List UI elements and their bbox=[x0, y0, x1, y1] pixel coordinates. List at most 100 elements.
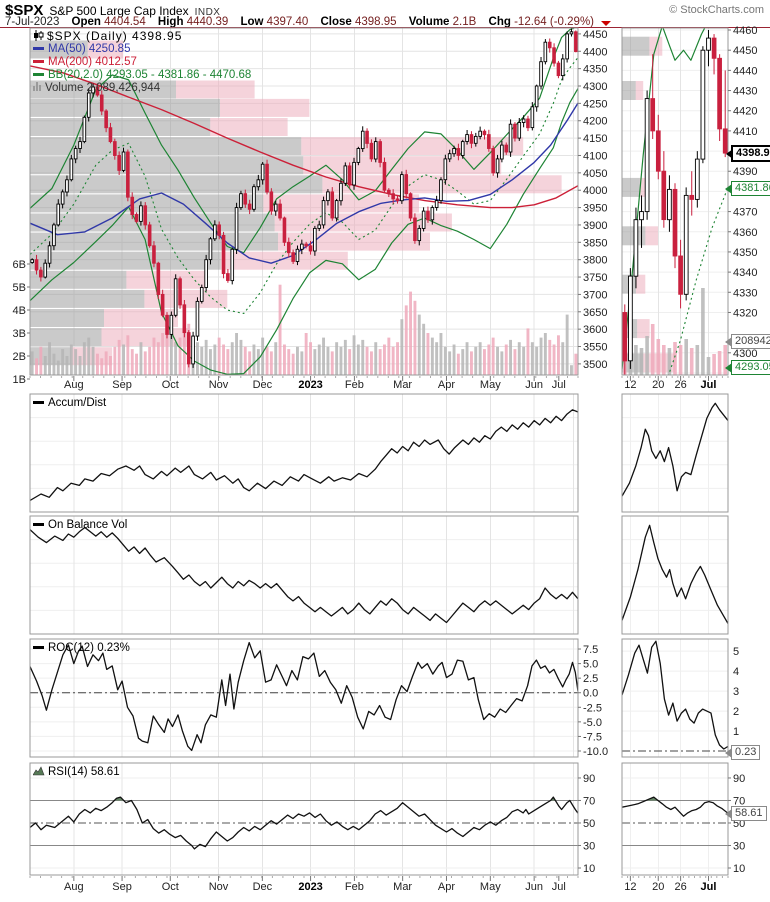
rsi-area-icon bbox=[32, 766, 45, 776]
svg-text:-5.0: -5.0 bbox=[583, 717, 602, 729]
svg-text:Apr: Apr bbox=[438, 379, 455, 391]
volume-bars-icon bbox=[33, 82, 41, 91]
svg-text:90: 90 bbox=[583, 773, 595, 785]
svg-text:50: 50 bbox=[583, 818, 595, 830]
svg-text:Mar: Mar bbox=[393, 379, 412, 391]
open-value: 4404.54 bbox=[104, 16, 146, 28]
svg-text:4410: 4410 bbox=[733, 126, 757, 138]
svg-text:Jun: Jun bbox=[525, 379, 543, 391]
callout-rsi: 58.61 bbox=[731, 806, 767, 821]
svg-text:3700: 3700 bbox=[583, 289, 607, 301]
quote-line: 7-Jul-2023 Open 4404.54 High 4440.39 Low… bbox=[5, 16, 612, 28]
svg-text:4370: 4370 bbox=[733, 207, 757, 219]
svg-text:90: 90 bbox=[733, 773, 745, 785]
svg-text:4340: 4340 bbox=[733, 267, 757, 279]
svg-text:Jul: Jul bbox=[701, 881, 717, 893]
svg-text:4050: 4050 bbox=[583, 168, 607, 180]
svg-text:4440: 4440 bbox=[733, 65, 757, 77]
svg-text:1B: 1B bbox=[13, 374, 26, 386]
ma200-line-icon bbox=[33, 60, 44, 63]
callout-roc: 0.23 bbox=[731, 745, 761, 760]
svg-text:2: 2 bbox=[733, 706, 739, 718]
svg-text:3850: 3850 bbox=[583, 237, 607, 249]
legend-ma200: MA(200) 4012.57 bbox=[33, 56, 137, 68]
legend-volume: Volume 2,089,426,944 bbox=[33, 82, 160, 94]
low-label: Low bbox=[240, 16, 264, 28]
svg-text:30: 30 bbox=[733, 840, 745, 852]
svg-text:7.5: 7.5 bbox=[583, 644, 598, 656]
svg-text:10: 10 bbox=[733, 863, 745, 875]
svg-text:4150: 4150 bbox=[583, 133, 607, 145]
accdist-line-icon bbox=[33, 401, 44, 404]
legend-rsi: RSI(14) 58.61 bbox=[32, 766, 120, 778]
svg-text:4360: 4360 bbox=[733, 227, 757, 239]
callout-bb-low: 4293.05 bbox=[731, 360, 770, 375]
svg-text:-7.5: -7.5 bbox=[583, 731, 602, 743]
svg-text:3550: 3550 bbox=[583, 342, 607, 354]
svg-text:70: 70 bbox=[583, 795, 595, 807]
svg-text:4B: 4B bbox=[13, 305, 26, 317]
svg-text:Oct: Oct bbox=[162, 379, 179, 391]
svg-text:4330: 4330 bbox=[733, 287, 757, 299]
svg-text:4350: 4350 bbox=[583, 64, 607, 76]
callout-bb-mid: 4381.86 bbox=[731, 181, 770, 196]
high-value: 4440.39 bbox=[186, 16, 229, 28]
low-value: 4397.40 bbox=[266, 16, 309, 28]
svg-text:Sep: Sep bbox=[112, 881, 132, 893]
svg-text:4350: 4350 bbox=[733, 247, 757, 259]
symbol: $SPX bbox=[5, 2, 44, 19]
svg-text:4400: 4400 bbox=[583, 46, 607, 58]
svg-text:3500: 3500 bbox=[583, 359, 607, 371]
svg-text:-10.0: -10.0 bbox=[583, 746, 608, 758]
svg-text:10: 10 bbox=[583, 863, 595, 875]
svg-text:Nov: Nov bbox=[209, 881, 229, 893]
svg-text:3900: 3900 bbox=[583, 220, 607, 232]
svg-text:Aug: Aug bbox=[64, 379, 84, 391]
svg-text:20: 20 bbox=[652, 379, 664, 391]
svg-text:3600: 3600 bbox=[583, 324, 607, 336]
svg-text:70: 70 bbox=[733, 795, 745, 807]
svg-text:2023: 2023 bbox=[298, 379, 322, 391]
svg-text:4430: 4430 bbox=[733, 86, 757, 98]
down-triangle-icon bbox=[601, 21, 612, 26]
svg-text:4450: 4450 bbox=[583, 29, 607, 41]
svg-text:Jul: Jul bbox=[701, 379, 717, 391]
svg-text:3950: 3950 bbox=[583, 203, 607, 215]
svg-text:Nov: Nov bbox=[209, 379, 229, 391]
svg-text:4300: 4300 bbox=[583, 81, 607, 93]
candlestick-icon bbox=[34, 30, 44, 41]
svg-text:Sep: Sep bbox=[112, 379, 132, 391]
legend-obv: On Balance Vol bbox=[33, 519, 127, 531]
svg-text:4250: 4250 bbox=[583, 98, 607, 110]
legend-bb: BB(20,2.0) 4293.05 - 4381.86 - 4470.68 bbox=[33, 69, 251, 81]
stockcharts-credit: © StockCharts.com bbox=[669, 4, 764, 16]
legend-accdist: Accum/Dist bbox=[33, 397, 106, 409]
svg-text:3B: 3B bbox=[13, 328, 26, 340]
svg-text:May: May bbox=[480, 881, 501, 893]
legend-roc: ROC(12) 0.23% bbox=[33, 642, 130, 654]
callout-volume: 2089426 bbox=[731, 334, 770, 349]
bb-line-icon bbox=[33, 73, 44, 76]
svg-text:5.0: 5.0 bbox=[583, 659, 598, 671]
svg-text:3650: 3650 bbox=[583, 307, 607, 319]
svg-text:3: 3 bbox=[733, 686, 739, 698]
svg-text:4: 4 bbox=[733, 666, 739, 678]
svg-text:Jul: Jul bbox=[552, 881, 566, 893]
chg-label: Chg bbox=[488, 16, 511, 28]
svg-text:20: 20 bbox=[652, 881, 664, 893]
svg-text:Feb: Feb bbox=[345, 379, 364, 391]
svg-text:-2.5: -2.5 bbox=[583, 702, 602, 714]
svg-text:Dec: Dec bbox=[253, 379, 273, 391]
chart-header: $SPX S&P 500 Large Cap Index INDX bbox=[5, 2, 220, 19]
roc-line-icon bbox=[33, 646, 44, 649]
svg-text:4420: 4420 bbox=[733, 106, 757, 118]
open-label: Open bbox=[71, 16, 101, 28]
svg-text:2023: 2023 bbox=[298, 881, 322, 893]
symbol-name: S&P 500 Large Cap Index bbox=[49, 4, 189, 18]
svg-text:12: 12 bbox=[624, 379, 636, 391]
legend-spx: $SPX (Daily) 4398.95 bbox=[33, 29, 182, 43]
ma50-line-icon bbox=[33, 47, 44, 50]
svg-text:Dec: Dec bbox=[253, 881, 273, 893]
